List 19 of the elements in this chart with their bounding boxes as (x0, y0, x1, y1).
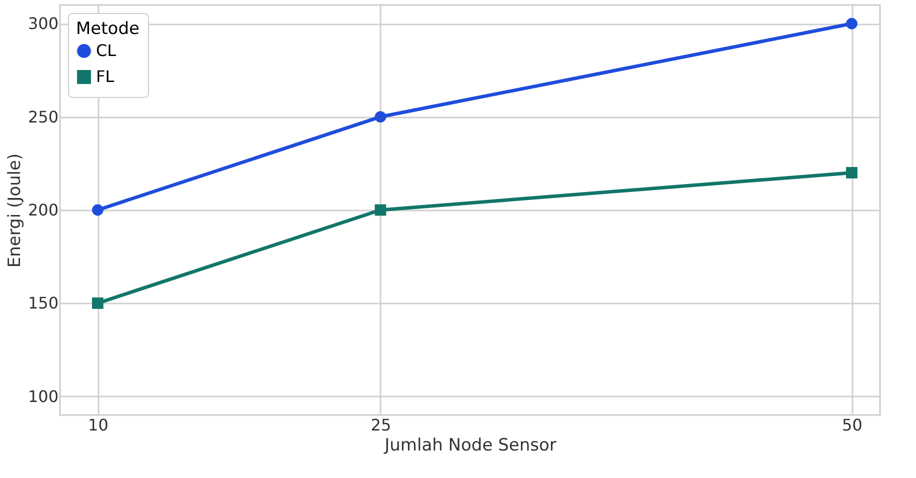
point (374, 204, 386, 216)
point (92, 297, 104, 309)
y-tick-label: 300 (28, 14, 58, 34)
y-tick-label: 150 (28, 294, 58, 313)
x-tick-label: 50 (842, 416, 862, 434)
x-tick-label: 10 (88, 416, 108, 434)
point (92, 204, 104, 216)
point (846, 167, 858, 178)
y-axis-title: Energi (Joule) (4, 153, 25, 268)
legend-label: FL (96, 67, 114, 86)
x-tick-label: 25 (370, 416, 392, 434)
legend-title: Metode (76, 19, 140, 39)
point (374, 111, 386, 123)
point (846, 18, 858, 30)
y-tick-label: 200 (28, 200, 58, 220)
y-tick-label: 250 (28, 107, 58, 126)
y-tick-label: 100 (28, 386, 58, 406)
legend-label: CL (96, 41, 116, 60)
x-axis-title: Jumlah Node Sensor (384, 436, 556, 456)
